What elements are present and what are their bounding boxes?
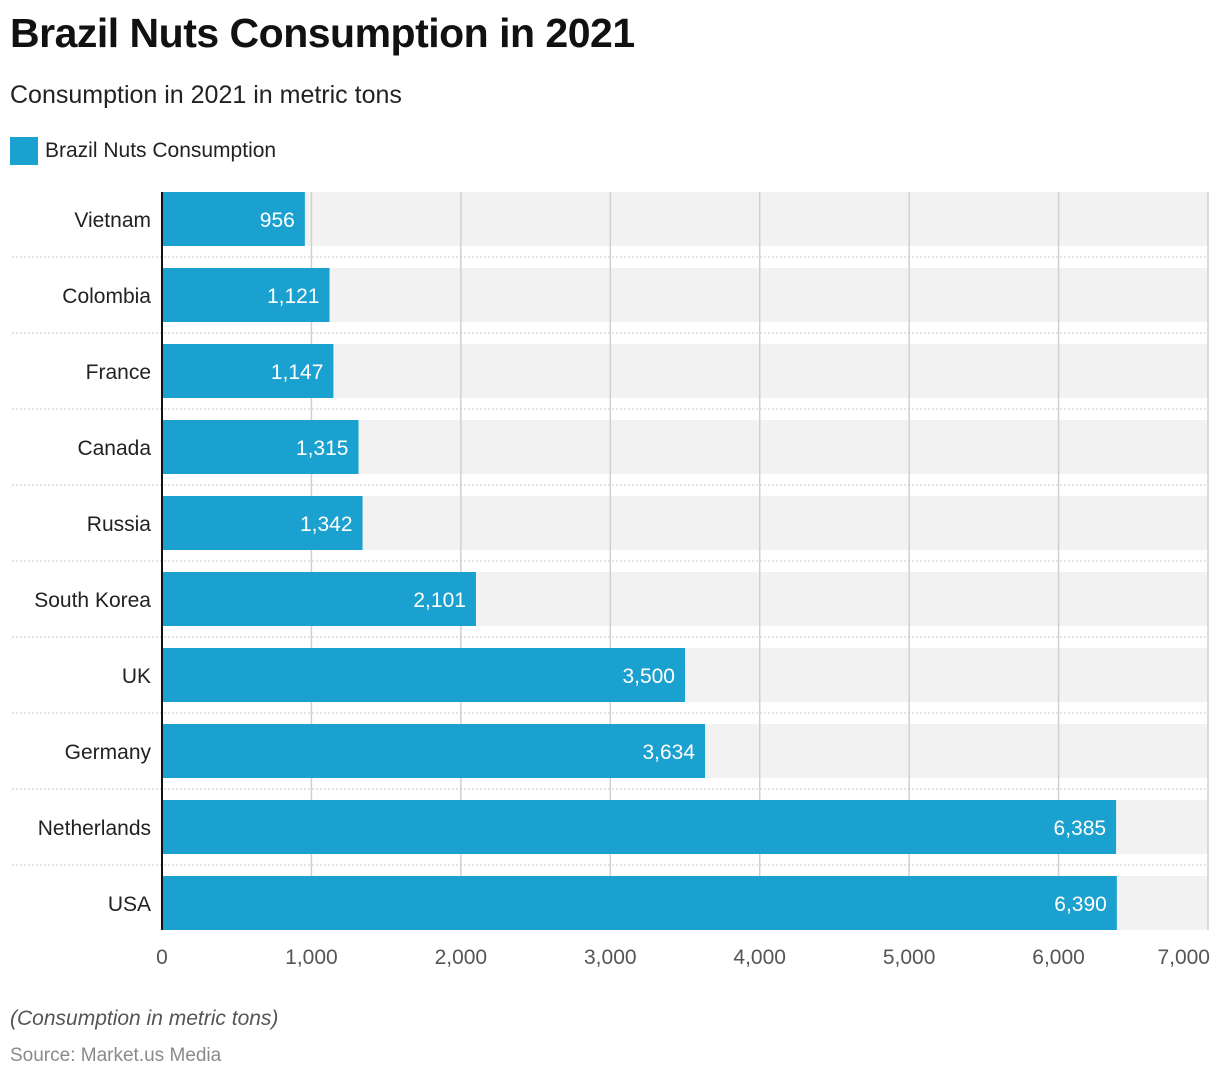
category-label: Vietnam [74,209,151,232]
chart-subtitle: Consumption in 2021 in metric tons [10,81,402,109]
bar-value-label: 1,315 [296,437,349,460]
bar-track [162,344,1208,398]
bar-track [162,268,1208,322]
bar [162,724,706,778]
bar-value-label: 3,500 [622,665,675,688]
bar-value-label: 6,385 [1054,817,1107,840]
x-tick-label: 7,000 [1157,946,1210,969]
category-label: France [86,361,151,384]
legend-label: Brazil Nuts Consumption [45,139,277,162]
x-tick-label: 0 [156,946,168,969]
bar-value-label: 2,101 [413,589,466,612]
category-label: Canada [77,437,151,460]
chart-note: (Consumption in metric tons) [10,1007,279,1030]
bar [162,876,1117,930]
bar [162,648,685,702]
bar-value-label: 956 [260,209,295,232]
category-label: Germany [65,741,152,764]
category-label: Russia [87,513,152,536]
category-label: Colombia [62,285,151,308]
chart-title: Brazil Nuts Consumption in 2021 [10,10,635,56]
bar-value-label: 1,342 [300,513,353,536]
bar-value-label: 3,634 [642,741,695,764]
bar [162,496,363,550]
bar-chart: 956 Vietnam 1,121 Colombia 1,147 France 1,315 C… [12,192,1210,969]
bar [162,800,1117,854]
category-label: UK [122,665,151,688]
bar-value-label: 6,390 [1054,893,1107,916]
bar-track [162,192,1208,246]
legend: Brazil Nuts Consumption [10,137,276,165]
legend-swatch [10,137,38,165]
category-label: USA [108,893,151,916]
bar [162,268,330,322]
x-tick-label: 1,000 [285,946,338,969]
bar [162,572,476,626]
x-tick-label: 4,000 [733,946,786,969]
x-tick-label: 6,000 [1032,946,1085,969]
x-tick-label: 3,000 [584,946,637,969]
category-label: Netherlands [38,817,151,840]
bar-value-label: 1,121 [267,285,320,308]
bar [162,420,359,474]
bar [162,192,305,246]
x-tick-label: 5,000 [883,946,936,969]
bar-value-label: 1,147 [271,361,324,384]
chart-source: Source: Market.us Media [10,1045,222,1066]
x-tick-label: 2,000 [435,946,488,969]
category-label: South Korea [34,589,151,612]
bar [162,344,334,398]
